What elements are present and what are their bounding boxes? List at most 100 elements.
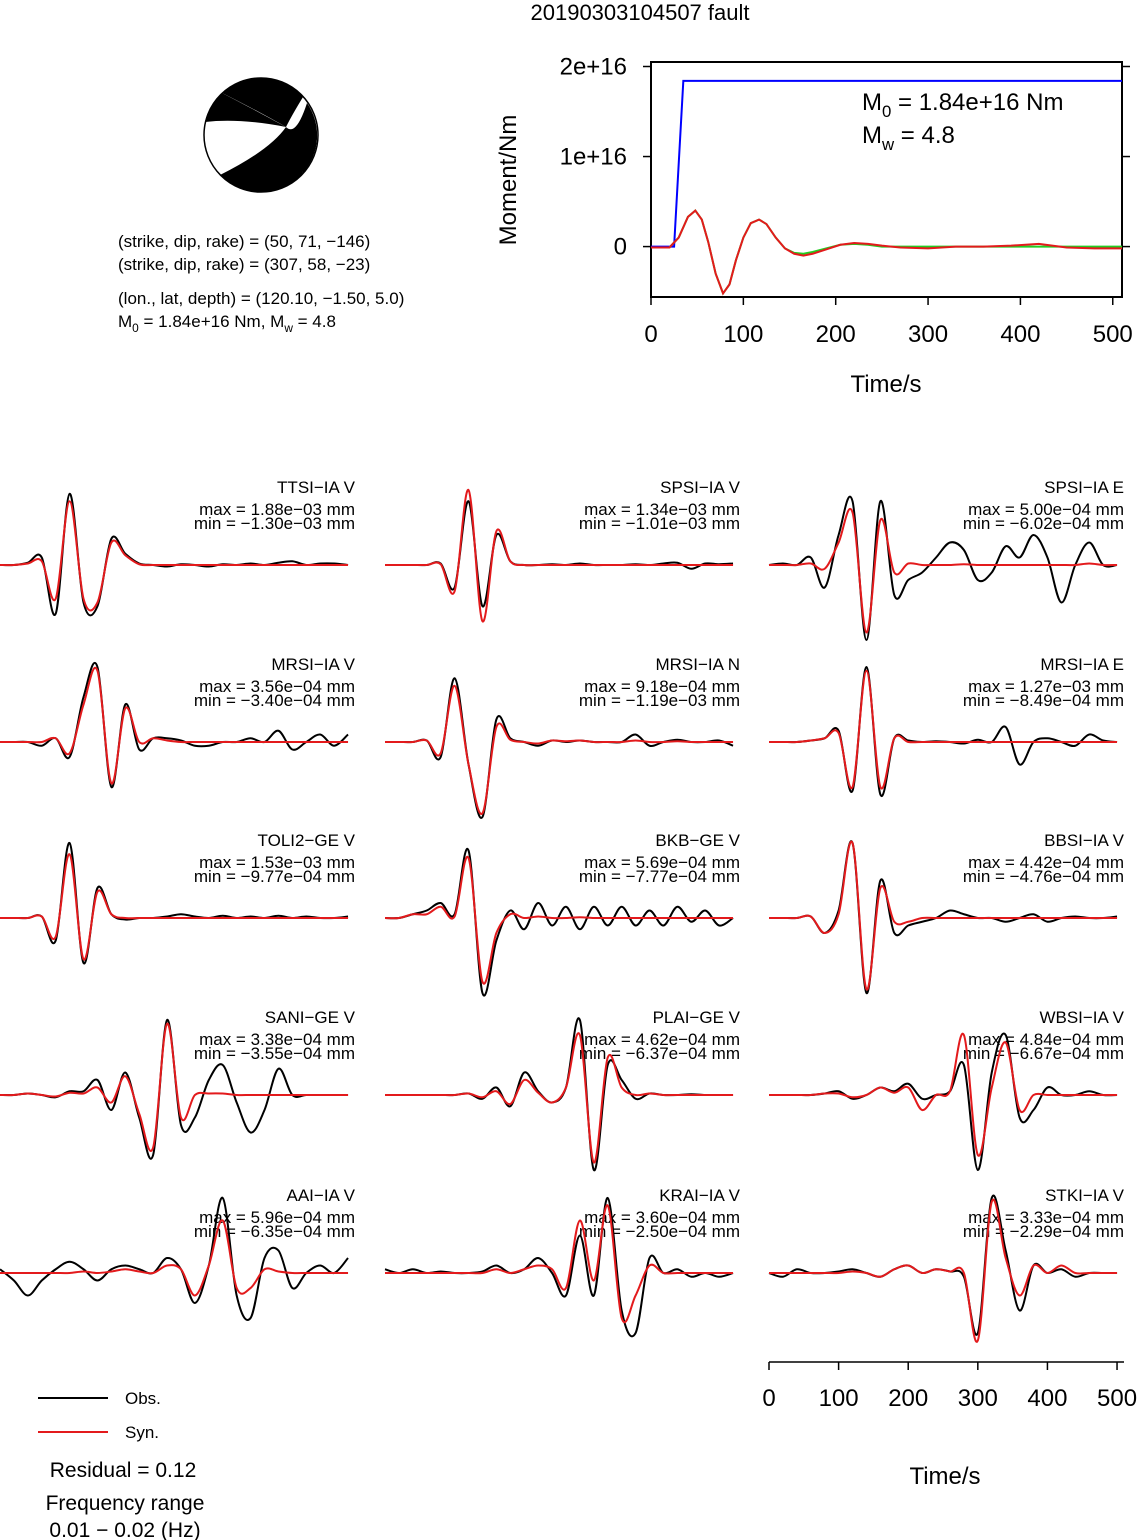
max-label: max = 3.38e−04 mm — [199, 1030, 355, 1049]
syn-trace — [768, 669, 1118, 790]
max-label: max = 5.00e−04 mm — [968, 500, 1124, 519]
x-tick-label: 400 — [1000, 321, 1040, 348]
max-label: max = 9.18e−04 mm — [584, 677, 740, 696]
max-label: max = 3.56e−04 mm — [199, 677, 355, 696]
text: = 4.8 — [894, 122, 955, 149]
station-label: WBSI−IA V — [1039, 1008, 1124, 1027]
syn-trace — [385, 1204, 734, 1324]
moment-line — [651, 209, 1122, 296]
syn-trace — [0, 666, 349, 785]
frequency-range: 0.01 − 0.02 (Hz) — [49, 1519, 200, 1540]
plot-frame — [650, 61, 1123, 298]
obs-trace — [768, 495, 1118, 642]
min-label: min = −1.30e−03 mm — [194, 514, 355, 533]
y-tick-label: 1e+16 — [560, 144, 627, 171]
syn-trace — [384, 488, 734, 623]
syn-trace — [768, 1032, 1118, 1157]
y-axis-label: Moment/Nm — [495, 115, 522, 246]
obs-trace — [384, 1196, 734, 1338]
subscript: w — [881, 135, 895, 154]
x-tick-label: 400 — [1027, 1385, 1067, 1412]
station-label: BKB−GE V — [655, 831, 740, 850]
max-label: max = 1.27e−03 mm — [968, 677, 1124, 696]
text: = 1.84e+16 Nm, — [139, 312, 270, 331]
x-tick-label: 100 — [819, 1385, 859, 1412]
mechanism-line: (lon., lat, depth) = (120.10, −1.50, 5.0… — [118, 289, 404, 308]
x-tick-label: 500 — [1097, 1385, 1137, 1412]
beachball-lobe — [286, 103, 318, 173]
mechanism-line: (strike, dip, rake) = (307, 58, −23) — [118, 255, 370, 274]
min-label: min = −6.37e−04 mm — [579, 1044, 740, 1063]
syn-trace — [384, 684, 734, 815]
min-label: min = −1.19e−03 mm — [579, 691, 740, 710]
max-label: max = 3.33e−04 mm — [968, 1208, 1124, 1227]
min-label: min = −3.40e−04 mm — [194, 691, 355, 710]
obs-trace — [0, 1196, 349, 1321]
min-label: min = −4.76e−04 mm — [963, 867, 1124, 886]
min-label: min = −2.50e−04 mm — [579, 1222, 740, 1241]
moment-annotation: M0 = 1.84e+16 Nm — [862, 89, 1063, 121]
syn-trace — [0, 1219, 349, 1297]
figure-title: 20190303104507 fault — [531, 0, 750, 25]
station-label: MRSI−IA V — [271, 655, 355, 674]
legend-label: Syn. — [125, 1423, 159, 1442]
station-label: PLAI−GE V — [653, 1008, 741, 1027]
x-axis-label: Time/s — [909, 1463, 980, 1490]
frequency-label: Frequency range — [46, 1492, 205, 1515]
beachball-lobe — [222, 78, 303, 127]
syn-trace — [769, 1198, 1118, 1343]
max-label: max = 5.69e−04 mm — [584, 853, 740, 872]
station-label: TOLI2−GE V — [258, 831, 356, 850]
min-label: min = −6.67e−04 mm — [963, 1044, 1124, 1063]
max-label: max = 3.60e−04 mm — [584, 1208, 740, 1227]
obs-trace — [384, 847, 734, 997]
max-label: max = 4.62e−04 mm — [584, 1030, 740, 1049]
syn-trace — [768, 508, 1118, 634]
max-label: max = 1.53e−03 mm — [199, 853, 355, 872]
max-label: max = 1.34e−03 mm — [584, 500, 740, 519]
mechanism-moment: M0 = 1.84e+16 Nm, Mw = 4.8 — [118, 312, 336, 335]
text: = 4.8 — [293, 312, 336, 331]
y-tick-label: 0 — [614, 234, 627, 261]
obs-trace — [0, 492, 349, 617]
station-label: BBSI−IA V — [1044, 831, 1125, 850]
station-label: SPSI−IA V — [660, 478, 741, 497]
syn-trace — [384, 855, 734, 985]
station-label: SANI−GE V — [265, 1008, 356, 1027]
x-tick-label: 0 — [644, 321, 657, 348]
symbol: M — [862, 89, 882, 116]
max-label: max = 1.88e−03 mm — [199, 500, 355, 519]
moment-annotation: Mw = 4.8 — [862, 122, 955, 154]
station-label: SPSI−IA E — [1044, 478, 1124, 497]
syn-trace — [0, 853, 349, 961]
min-label: min = −9.77e−04 mm — [194, 867, 355, 886]
subscript: 0 — [882, 102, 891, 121]
text: = 1.84e+16 Nm — [891, 89, 1063, 116]
min-label: min = −7.77e−04 mm — [579, 867, 740, 886]
station-label: AAI−IA V — [286, 1186, 355, 1205]
subscript: w — [283, 321, 293, 335]
subscript: 0 — [132, 321, 139, 335]
x-tick-label: 0 — [762, 1385, 775, 1412]
symbol: M — [118, 312, 132, 331]
symbol: M — [862, 122, 882, 149]
syn-trace — [0, 1022, 349, 1152]
min-label: min = −3.55e−04 mm — [194, 1044, 355, 1063]
x-tick-label: 300 — [908, 321, 948, 348]
x-tick-label: 100 — [723, 321, 763, 348]
x-tick-label: 200 — [888, 1385, 928, 1412]
station-label: MRSI−IA E — [1040, 655, 1124, 674]
moment-line — [651, 209, 1122, 296]
x-tick-label: 200 — [816, 321, 856, 348]
station-label: TTSI−IA V — [277, 478, 356, 497]
min-label: min = −6.35e−04 mm — [194, 1222, 355, 1241]
symbol: M — [270, 312, 284, 331]
syn-trace — [384, 1032, 734, 1164]
legend-label: Obs. — [125, 1389, 161, 1408]
max-label: max = 5.96e−04 mm — [199, 1208, 355, 1227]
x-tick-label: 300 — [958, 1385, 998, 1412]
min-label: min = −6.02e−04 mm — [963, 514, 1124, 533]
syn-trace — [769, 840, 1118, 991]
y-tick-label: 2e+16 — [560, 54, 627, 81]
max-label: max = 4.42e−04 mm — [968, 853, 1124, 872]
